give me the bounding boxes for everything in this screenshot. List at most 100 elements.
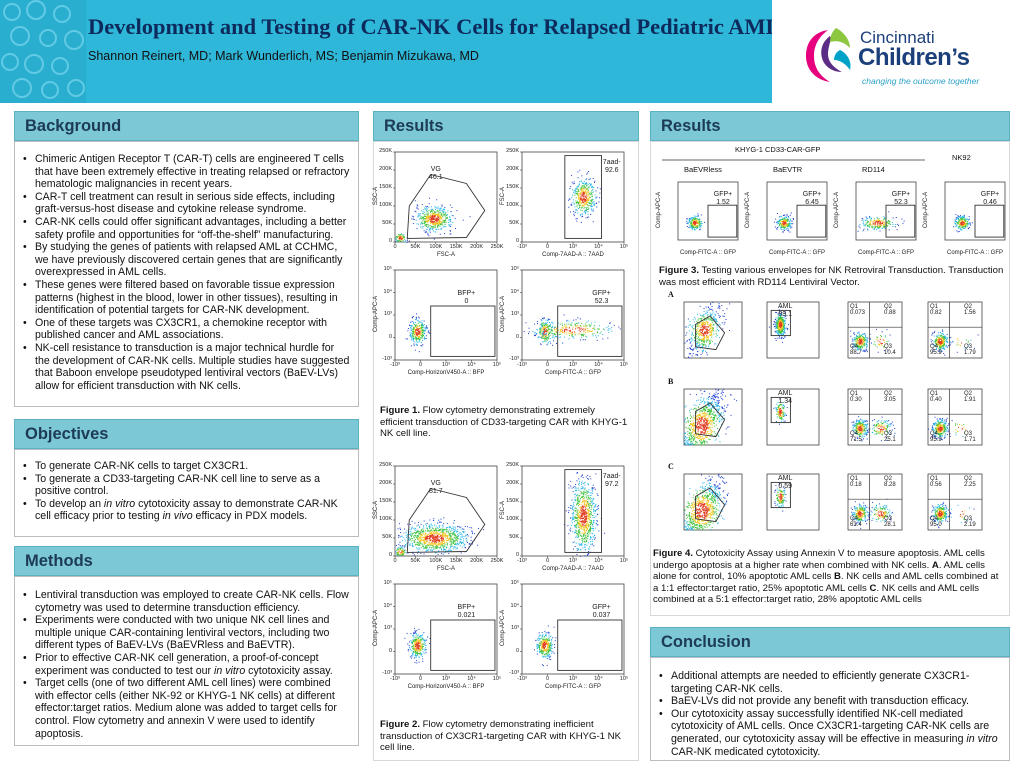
flow-plot-svg xyxy=(520,269,625,362)
methods-box: Lentiviral transduction was employed to … xyxy=(14,576,359,746)
results1-heading-text: Results xyxy=(384,117,444,135)
y-tick-label: 50K xyxy=(382,534,392,540)
fig4-row-letter: B xyxy=(668,377,674,386)
conclusion-item: Our cytotoxicity assay successfully iden… xyxy=(657,708,1003,758)
cincinnati-childrens-logo: Cincinnati Children’s changing the outco… xyxy=(800,22,1020,102)
background-item: These genes were filtered based on favor… xyxy=(21,279,351,317)
x-tick-label: 250K xyxy=(490,558,504,564)
flow-plot-svg xyxy=(847,473,903,531)
y-tick-label: 10⁴ xyxy=(510,602,519,609)
x-axis-label: Comp-FITC-A :: GFP xyxy=(544,370,601,376)
flow-plot-svg xyxy=(683,301,743,359)
method-item: Prior to effective CAR-NK cell generatio… xyxy=(21,652,351,677)
y-tick-label: 10⁴ xyxy=(383,288,392,295)
fig4-row-letter: A xyxy=(668,290,674,299)
quadrant-label: Q3 1.79 xyxy=(964,344,976,356)
flow-plot-svg xyxy=(520,151,625,244)
x-tick-label: 150K xyxy=(449,558,463,564)
y-tick-label: 100K xyxy=(379,516,392,522)
y-tick-label: 150K xyxy=(506,498,519,504)
quadrant-label: Q1 0.18 xyxy=(850,476,862,488)
figure-3-text: Testing various envelopes for NK Retrovi… xyxy=(659,265,1004,288)
gate-label: 7aad- 97.2 xyxy=(602,473,621,489)
y-tick-label: 0 xyxy=(388,647,392,654)
flow-plot: Comp-FITC-A :: GFP Comp-APC-A GFP+ 1.52 xyxy=(656,178,742,258)
background-item: CAR-T cell treatment can result in serio… xyxy=(21,191,351,216)
y-axis-label: FSC-A xyxy=(500,187,506,205)
y-tick-label: 0 xyxy=(515,238,519,244)
flow-plot: AML 1.34 xyxy=(745,385,823,463)
y-tick-label: -10³ xyxy=(382,670,392,676)
flow-plot: AML 89.1 xyxy=(745,298,823,376)
methods-heading-text: Methods xyxy=(25,552,93,570)
x-tick-label: 10³ xyxy=(569,362,577,368)
quadrant-label: Q2 1.56 xyxy=(964,304,976,316)
y-tick-label: 100K xyxy=(379,202,392,208)
y-tick-label: 200K xyxy=(379,480,392,486)
flow-plot-svg xyxy=(847,301,903,359)
objectives-heading: Objectives xyxy=(14,419,359,449)
x-tick-label: 50K xyxy=(410,558,421,564)
y-tick-label: 0 xyxy=(515,552,519,558)
background-heading: Background xyxy=(14,111,359,141)
objectives-heading-text: Objectives xyxy=(25,425,109,443)
y-tick-label: 50K xyxy=(382,220,392,226)
objectives-list: To generate CAR-NK cells to target CX3CR… xyxy=(21,460,351,523)
x-axis-label: Comp-FITC-A :: GFP xyxy=(857,250,914,256)
y-tick-label: 100K xyxy=(506,516,519,522)
x-tick-label: 0 xyxy=(393,558,397,564)
quadrant-label: Q3 28.1 xyxy=(884,516,896,528)
results2-heading-text: Results xyxy=(661,117,721,135)
quadrant-label: Q1 0.40 xyxy=(930,391,942,403)
x-tick-label: 0 xyxy=(418,676,423,682)
x-tick-label: 10⁵ xyxy=(492,676,502,682)
figure-2-caption: Figure 2. Flow cytometry demonstrating i… xyxy=(380,719,630,754)
conclusion-item: Additional attempts are needed to effici… xyxy=(657,670,1003,695)
quadrant-label: Q2 8.28 xyxy=(884,476,896,488)
y-tick-label: 10⁵ xyxy=(510,580,519,586)
y-tick-label: 10³ xyxy=(511,311,519,317)
fig3-group-title: KHYG-1 CD33-CAR-GFP xyxy=(735,145,821,154)
x-tick-label: 10⁴ xyxy=(594,244,603,250)
quadrant-label: Q1 0.073 xyxy=(850,304,866,316)
x-tick-label: -10³ xyxy=(517,362,527,368)
x-tick-label: 10³ xyxy=(569,244,577,250)
flow-plot: 250K 200K 150K 100K 50K 0 -10³ 0 10³ 10⁴ 10⁵ Comp-7… xyxy=(500,148,628,260)
x-axis-label: Comp-FITC-A :: GFP xyxy=(679,250,736,256)
fig3-bracket xyxy=(662,159,925,161)
y-tick-label: 10⁴ xyxy=(510,288,519,295)
figure-1-caption: Figure 1. Flow cytometry demonstrating e… xyxy=(380,405,630,440)
flow-plot-svg xyxy=(393,269,498,362)
y-tick-label: 250K xyxy=(379,148,392,154)
y-axis-label: Comp-APC-A xyxy=(834,191,840,229)
y-tick-label: 10³ xyxy=(384,311,392,317)
objective-item: To develop an in vitro cytotoxicity assa… xyxy=(21,498,351,523)
flow-plot-svg xyxy=(683,473,743,531)
flow-plot: Q1 0.40 Q2 1.91 Q4 95.9 Q3 1.71 xyxy=(906,385,986,463)
x-tick-label: 10³ xyxy=(442,676,450,682)
y-tick-label: 0 xyxy=(388,238,392,244)
flow-plot-svg xyxy=(393,151,498,244)
flow-plot: 250K 200K 150K 100K 50K 0 -10³ 0 10³ 10⁴ 10⁵ Comp-7… xyxy=(500,462,628,574)
x-axis-label: Comp-HorizonV450-A :: BFP xyxy=(407,684,485,690)
x-tick-label: 100K xyxy=(429,558,443,564)
logo-name-line1: Cincinnati xyxy=(860,28,935,47)
fig3-panel-label: BaEVTR xyxy=(773,165,803,174)
y-tick-label: 10⁵ xyxy=(383,266,392,272)
y-tick-label: 0 xyxy=(388,552,392,558)
x-tick-label: 10⁵ xyxy=(619,244,629,250)
flow-plot-svg xyxy=(927,473,983,531)
gate-label: 7aad- 92.6 xyxy=(602,159,621,175)
background-item: Chimeric Antigen Receptor T (CAR-T) cell… xyxy=(21,153,351,191)
y-tick-label: 0 xyxy=(515,647,519,654)
quadrant-label: Q4 95.9 xyxy=(930,431,942,443)
x-axis-label: Comp-FITC-A :: GFP xyxy=(768,250,825,256)
y-axis-label: Comp-APC-A xyxy=(656,191,662,229)
flow-plot: 10⁵ 10⁴ 10³ 0 -10³ -10³ 0 10³ 10⁴ 10⁵ Comp-Horizon… xyxy=(373,266,501,378)
y-tick-label: 200K xyxy=(506,166,519,172)
methods-list: Lentiviral transduction was employed to … xyxy=(21,589,351,740)
objective-item: To generate a CD33-targeting CAR-NK cell… xyxy=(21,473,351,498)
y-tick-label: 250K xyxy=(506,462,519,468)
poster-header: Development and Testing of CAR-NK Cells … xyxy=(0,0,772,103)
quadrant-label: Q4 95.0 xyxy=(930,516,942,528)
